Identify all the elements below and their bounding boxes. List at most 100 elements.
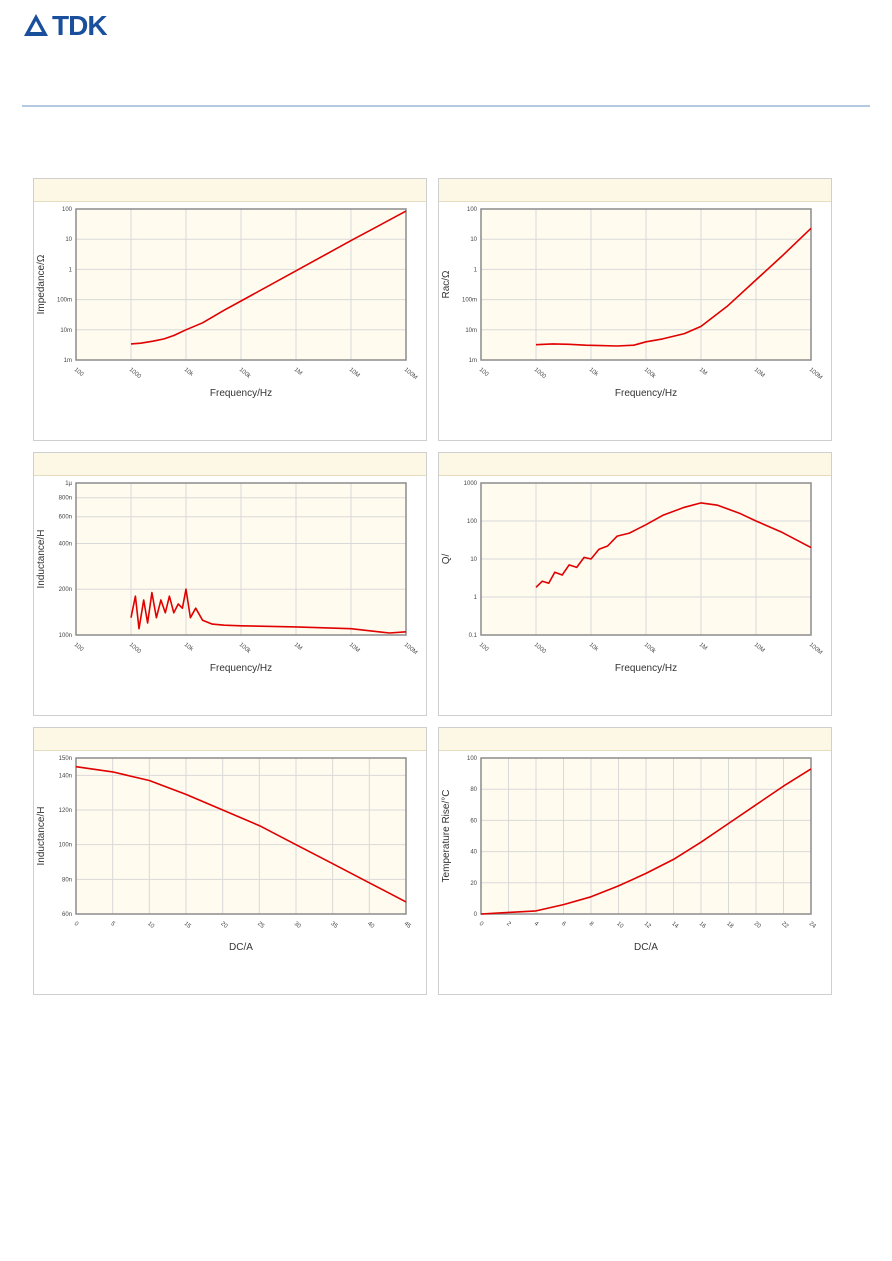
y-tick-label: 10m	[465, 328, 477, 334]
y-tick-label: 100	[62, 207, 73, 213]
chart-panel-inductance-dc: 0 5 10 15 20 25 30 35 40 45 60n 80n 100n 120n 140n 150n…	[33, 727, 427, 995]
y-tick-label: 100	[467, 756, 478, 762]
x-tick-label: 10	[615, 921, 624, 930]
y-tick-label: 200n	[59, 587, 72, 593]
series-line	[535, 227, 812, 347]
plot-frame	[75, 757, 407, 915]
x-tick-label: 20	[219, 921, 228, 930]
y-tick-label: 40	[470, 850, 477, 856]
y-tick-label: 1	[474, 595, 478, 601]
x-tick-label: 25	[256, 921, 265, 930]
x-axis-label: Frequency/Hz	[210, 663, 272, 674]
y-tick-label: 100n	[59, 843, 72, 849]
series-line	[535, 502, 812, 588]
x-tick-label: 16	[698, 921, 707, 930]
x-tick-label: 10k	[588, 367, 600, 378]
chart-panel-temperature-rise: 0 2 4 6 8 10 12 14 16 18 20 22 24 0 20 40 60 80 100 DC/A Tem…	[438, 727, 832, 995]
x-tick-label: 18	[725, 921, 734, 930]
panel-header	[34, 179, 426, 202]
x-tick-label: 14	[670, 921, 679, 930]
series-line	[130, 210, 407, 345]
y-tick-label: 100	[467, 519, 478, 525]
q-factor-chart: 100 1000 10k 100k 1M 10M 100M 0.1 1 10 100 1000 Freq…	[441, 481, 823, 674]
panel-header	[439, 453, 831, 476]
x-tick-label: 10M	[348, 367, 361, 379]
y-tick-label: 100	[467, 207, 478, 213]
chart-panel-inductance-frequency: 100 1000 10k 100k 1M 10M 100M 100n 200n 400n 600n 8…	[33, 452, 427, 716]
x-tick-label: 22	[780, 921, 789, 930]
y-tick-label: 10	[470, 237, 477, 243]
x-tick-label: 12	[643, 921, 652, 930]
x-axis-label: DC/A	[634, 942, 658, 953]
x-tick-label: 5	[109, 921, 116, 928]
y-tick-label: 100m	[57, 298, 72, 304]
y-tick-label: 80	[470, 787, 477, 793]
y-tick-label: 120n	[59, 808, 72, 814]
panel-header	[34, 728, 426, 751]
x-tick-label: 10M	[753, 642, 766, 654]
x-tick-label: 1M	[698, 642, 708, 652]
x-tick-label: 10k	[183, 642, 195, 653]
x-tick-label: 15	[183, 921, 192, 930]
x-tick-label: 100M	[808, 367, 823, 381]
y-axis-label: Q/	[441, 554, 452, 565]
y-tick-label: 1	[69, 267, 73, 273]
y-tick-label: 60n	[62, 912, 72, 918]
y-tick-label: 0.1	[469, 633, 478, 639]
y-tick-label: 1m	[64, 358, 72, 364]
y-axis-label: Impedance/Ω	[36, 254, 47, 314]
y-tick-label: 400n	[59, 541, 72, 547]
y-tick-label: 10	[470, 557, 477, 563]
x-tick-label: 6	[560, 921, 567, 928]
y-tick-label: 1µ	[65, 481, 72, 487]
panel-header	[34, 453, 426, 476]
x-axis-label: DC/A	[229, 942, 253, 953]
x-tick-label: 100	[73, 642, 85, 653]
brand-name: TDK	[52, 10, 108, 41]
x-tick-label: 10M	[753, 367, 766, 379]
y-tick-label: 0	[474, 912, 478, 918]
x-tick-label: 30	[293, 921, 302, 930]
y-axis-label: Rac/Ω	[441, 270, 452, 299]
y-tick-label: 1000	[464, 481, 478, 487]
x-tick-label: 45	[403, 921, 412, 930]
x-tick-label: 2	[505, 921, 512, 928]
x-tick-label: 10k	[183, 367, 195, 378]
y-tick-label: 80n	[62, 877, 72, 883]
x-tick-label: 1000	[128, 367, 143, 381]
x-tick-label: 100	[478, 642, 490, 653]
x-tick-label: 100k	[238, 367, 253, 381]
plot-area	[76, 758, 406, 914]
x-tick-label: 100M	[808, 642, 823, 656]
y-tick-label: 1	[474, 267, 478, 273]
x-tick-label: 100	[478, 367, 490, 378]
y-tick-label: 140n	[59, 773, 72, 779]
x-tick-label: 1M	[293, 367, 303, 377]
x-tick-label: 0	[478, 921, 485, 928]
x-tick-label: 0	[73, 921, 80, 928]
x-tick-label: 1000	[533, 367, 548, 381]
y-axis-label: Temperature Rise/°C	[441, 790, 452, 883]
x-tick-label: 24	[808, 921, 817, 930]
x-tick-label: 8	[588, 921, 595, 928]
x-tick-label: 4	[533, 921, 540, 928]
y-tick-label: 600n	[59, 515, 72, 521]
x-tick-label: 100	[73, 367, 85, 378]
x-axis-label: Frequency/Hz	[615, 388, 677, 399]
y-tick-label: 150n	[59, 756, 72, 762]
x-tick-label: 100M	[403, 367, 418, 381]
inductance-frequency-chart: 100 1000 10k 100k 1M 10M 100M 100n 200n 400n 600n 8…	[36, 481, 418, 674]
x-tick-label: 100k	[643, 367, 658, 381]
x-tick-label: 10	[146, 921, 155, 930]
header-divider	[22, 105, 870, 107]
y-tick-label: 100n	[59, 633, 72, 639]
x-axis-label: Frequency/Hz	[210, 388, 272, 399]
x-tick-label: 10k	[588, 642, 600, 653]
y-axis-label: Inductance/H	[36, 530, 47, 589]
panel-header	[439, 179, 831, 202]
chart-panel-q-factor: 100 1000 10k 100k 1M 10M 100M 0.1 1 10 100 1000 Freq…	[438, 452, 832, 716]
x-tick-label: 35	[329, 921, 338, 930]
x-tick-label: 100k	[238, 642, 253, 656]
y-tick-label: 10m	[60, 328, 72, 334]
series-line	[480, 768, 812, 915]
